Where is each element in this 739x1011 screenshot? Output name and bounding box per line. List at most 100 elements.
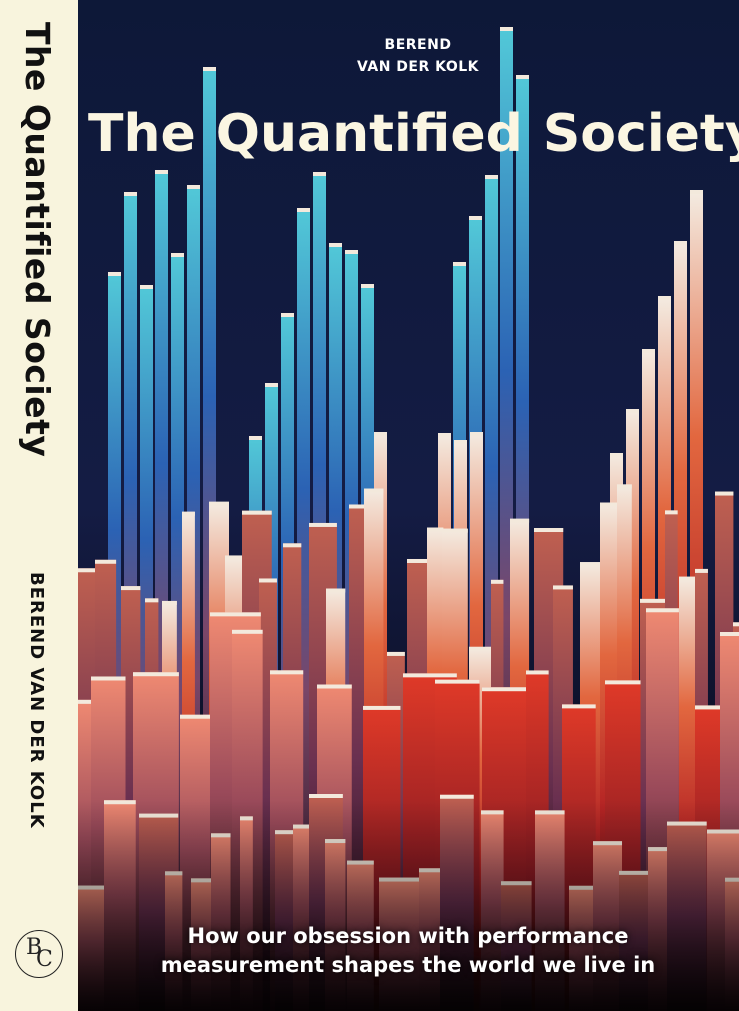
decor-bar bbox=[442, 528, 468, 533]
decor-bar bbox=[440, 794, 474, 799]
cover-author: BEREND VAN DER KOLK bbox=[318, 34, 518, 78]
decor-bar bbox=[91, 676, 126, 681]
bar-artwork bbox=[78, 0, 739, 1011]
decor-bar bbox=[510, 518, 530, 523]
spine: The Quantified Society BEREND VAN DER KO… bbox=[0, 0, 78, 1011]
decor-bar bbox=[121, 586, 141, 591]
decor-bar bbox=[317, 684, 352, 689]
decor-bar bbox=[679, 576, 706, 581]
decor-bar bbox=[182, 511, 195, 516]
decor-bar bbox=[78, 568, 101, 573]
decor-bar bbox=[281, 313, 294, 317]
decor-bar bbox=[695, 568, 708, 573]
decor-bar bbox=[600, 502, 627, 507]
publisher-logo: B C bbox=[15, 930, 63, 978]
decor-bar bbox=[720, 632, 739, 637]
decor-bar bbox=[605, 680, 641, 685]
title-word: Quantified bbox=[215, 104, 523, 164]
decor-bar bbox=[469, 646, 497, 651]
decor-bar bbox=[108, 272, 121, 276]
decor-bar bbox=[155, 170, 168, 174]
title-word: The bbox=[88, 104, 196, 164]
cover-subtitle: How our obsession with performance measu… bbox=[118, 922, 698, 980]
logo-letter: C bbox=[36, 947, 53, 972]
decor-bar bbox=[326, 588, 346, 593]
decor-bar bbox=[617, 484, 632, 489]
decor-bar bbox=[640, 598, 668, 603]
decor-bar bbox=[438, 433, 451, 437]
decor-bar bbox=[562, 704, 596, 709]
decor-bar bbox=[265, 383, 278, 387]
decor-bar bbox=[674, 241, 687, 245]
decor-bar bbox=[363, 705, 401, 710]
decor-bar bbox=[297, 208, 310, 212]
decor-bar bbox=[658, 296, 671, 300]
decor-bar bbox=[232, 629, 263, 634]
decor-bar bbox=[469, 216, 482, 220]
decor-bar bbox=[140, 285, 153, 289]
decor-bar bbox=[470, 432, 483, 436]
decor-bar bbox=[715, 491, 734, 496]
decor-bar bbox=[482, 687, 537, 692]
decor-bar bbox=[454, 440, 467, 444]
decor-bar bbox=[403, 673, 457, 678]
decor-bar bbox=[646, 608, 679, 613]
decor-bar bbox=[695, 705, 721, 710]
cover-title: The Quantified Society bbox=[78, 104, 739, 164]
decor-bar bbox=[526, 670, 549, 675]
decor-bar bbox=[249, 436, 262, 440]
decor-bar bbox=[345, 250, 358, 254]
decor-bar bbox=[500, 27, 513, 31]
decor-bar bbox=[133, 672, 179, 677]
decor-bar bbox=[210, 612, 261, 617]
decor-bar bbox=[270, 670, 304, 675]
logo-letter: B bbox=[26, 935, 43, 960]
decor-bar bbox=[435, 679, 480, 684]
decor-bar bbox=[162, 600, 177, 605]
decor-bar bbox=[733, 622, 739, 627]
decor-bar bbox=[187, 185, 200, 189]
decor-bar bbox=[374, 432, 387, 436]
decor-bar bbox=[387, 651, 405, 656]
decor-bar bbox=[665, 510, 678, 515]
decor-bar bbox=[145, 598, 159, 603]
decor-bar bbox=[427, 527, 444, 532]
decor-bar bbox=[361, 284, 374, 288]
decor-bar bbox=[349, 504, 366, 509]
decor-bar bbox=[309, 522, 337, 527]
decor-bar bbox=[124, 192, 137, 196]
subtitle-line: How our obsession with performance bbox=[187, 924, 629, 948]
decor-bar bbox=[690, 190, 703, 194]
decor-bar bbox=[407, 558, 435, 563]
decor-bar bbox=[180, 714, 223, 719]
spine-title: The Quantified Society bbox=[18, 22, 57, 458]
decor-bar bbox=[313, 172, 326, 176]
subtitle-line: measurement shapes the world we live in bbox=[160, 953, 656, 977]
decor-bar bbox=[259, 578, 277, 583]
decor-bar bbox=[329, 243, 342, 247]
decor-bar bbox=[516, 75, 529, 79]
author-line: VAN DER KOLK bbox=[356, 59, 480, 75]
spine-author: BEREND VAN DER KOLK bbox=[26, 572, 47, 829]
decor-bar bbox=[610, 453, 623, 457]
decor-bar bbox=[171, 253, 184, 257]
decor-bar bbox=[209, 501, 229, 506]
decor-bar bbox=[580, 562, 608, 567]
author-line: BEREND bbox=[384, 37, 452, 53]
front-cover: BEREND VAN DER KOLK The Quantified Society… bbox=[78, 0, 739, 1011]
bottom-shade bbox=[78, 800, 739, 1011]
decor-bar bbox=[553, 585, 573, 590]
title-word: Society bbox=[542, 104, 739, 164]
decor-bar bbox=[491, 579, 504, 584]
decor-bar bbox=[242, 510, 272, 515]
decor-bar bbox=[78, 699, 92, 704]
decor-bar bbox=[453, 262, 466, 266]
decor-bar bbox=[485, 175, 498, 179]
decor-bar bbox=[95, 559, 117, 564]
decor-bar bbox=[225, 555, 247, 560]
decor-bar bbox=[364, 488, 384, 493]
decor-bar bbox=[626, 409, 639, 413]
decor-bar bbox=[283, 543, 302, 548]
decor-bar bbox=[309, 793, 343, 798]
